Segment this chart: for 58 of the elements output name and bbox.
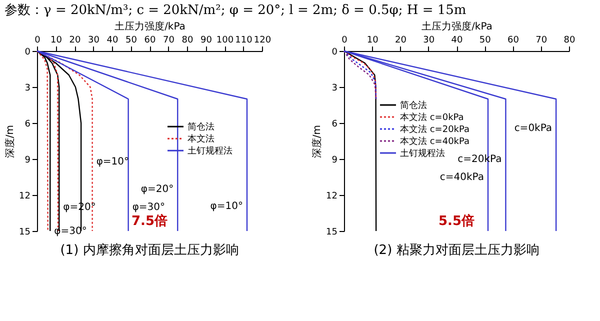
annotation: 5.5倍 <box>438 213 475 229</box>
chart-subtitle: 参数：γ = 20kN/m³; c = 20kN/m²; φ = 20°; l = 2m; δ = 0.5φ; H = 15m <box>4 3 466 18</box>
legend-label: 本文法 c=0kPa <box>400 112 464 123</box>
x-tick-label: 70 <box>536 36 548 46</box>
x-tick-label: 90 <box>200 36 212 46</box>
y-tick-label: 6 <box>332 120 338 130</box>
y-tick-label: 12 <box>326 192 338 202</box>
legend-label: 土钉规程法 <box>400 148 445 159</box>
y-tick-label: 15 <box>19 228 30 238</box>
annotation: φ=20° <box>140 184 174 195</box>
annotation: φ=10° <box>96 156 130 168</box>
x-tick-label: 30 <box>88 36 100 46</box>
x-tick-label: 0 <box>342 36 348 46</box>
x-tick-label: 80 <box>182 36 194 46</box>
legend-label: 本文法 <box>188 134 214 145</box>
x-tick-label: 20 <box>395 36 407 46</box>
y-tick-label: 9 <box>24 156 31 166</box>
y-axis-title: 深度/m <box>4 124 16 158</box>
x-tick-label: 100 <box>216 36 234 46</box>
x-tick-label: 80 <box>564 36 576 46</box>
x-axis-title: 土压力强度/kPa <box>114 20 186 32</box>
x-axis-title: 土压力强度/kPa <box>422 20 492 32</box>
annotation: φ=10° <box>210 200 243 212</box>
x-tick-label: 20 <box>69 36 81 46</box>
x-tick-label: 120 <box>254 36 272 46</box>
text: (1) 内摩擦角对面层土压力影响 <box>60 243 239 258</box>
annotation: c=40kPa <box>440 172 484 183</box>
text: (2) 粘聚力对面层土压力影响 <box>374 243 540 258</box>
annotation: φ=30° <box>132 202 166 213</box>
x-tick-label: 50 <box>479 36 492 46</box>
y-tick-label: 3 <box>332 84 338 94</box>
x-tick-label: 10 <box>366 36 379 46</box>
x-tick-label: 70 <box>163 36 175 46</box>
annotation: φ=30° <box>54 226 87 237</box>
x-tick-label: 0 <box>34 36 41 46</box>
y-tick-label: 3 <box>24 84 30 94</box>
x-tick-label: 60 <box>144 36 156 46</box>
x-tick-label: 40 <box>451 36 463 46</box>
y-axis-title: 深度/m <box>311 124 324 158</box>
x-tick-label: 10 <box>50 36 62 46</box>
x-tick-label: 50 <box>126 36 138 46</box>
legend-label: 简仓法 <box>188 122 214 133</box>
y-tick-label: 12 <box>19 192 30 202</box>
y-tick-label: 9 <box>332 156 338 166</box>
y-tick-label: 6 <box>24 120 31 130</box>
legend-label: 土钉规程法 <box>188 146 232 157</box>
legend-label: 本文法 c=40kPa <box>400 136 470 147</box>
x-tick-label: 110 <box>235 36 253 46</box>
annotation: c=0kPa <box>514 122 552 134</box>
annotation: 7.5倍 <box>131 213 168 229</box>
x-tick-label: 30 <box>423 36 435 46</box>
legend-label: 简仓法 <box>400 100 427 111</box>
y-tick-label: 0 <box>332 48 338 58</box>
y-tick-label: 15 <box>326 228 338 238</box>
y-tick-label: 0 <box>24 48 31 58</box>
x-tick-label: 60 <box>508 36 520 46</box>
legend-label: 本文法 c=20kPa <box>400 124 470 135</box>
x-tick-label: 40 <box>106 36 118 46</box>
